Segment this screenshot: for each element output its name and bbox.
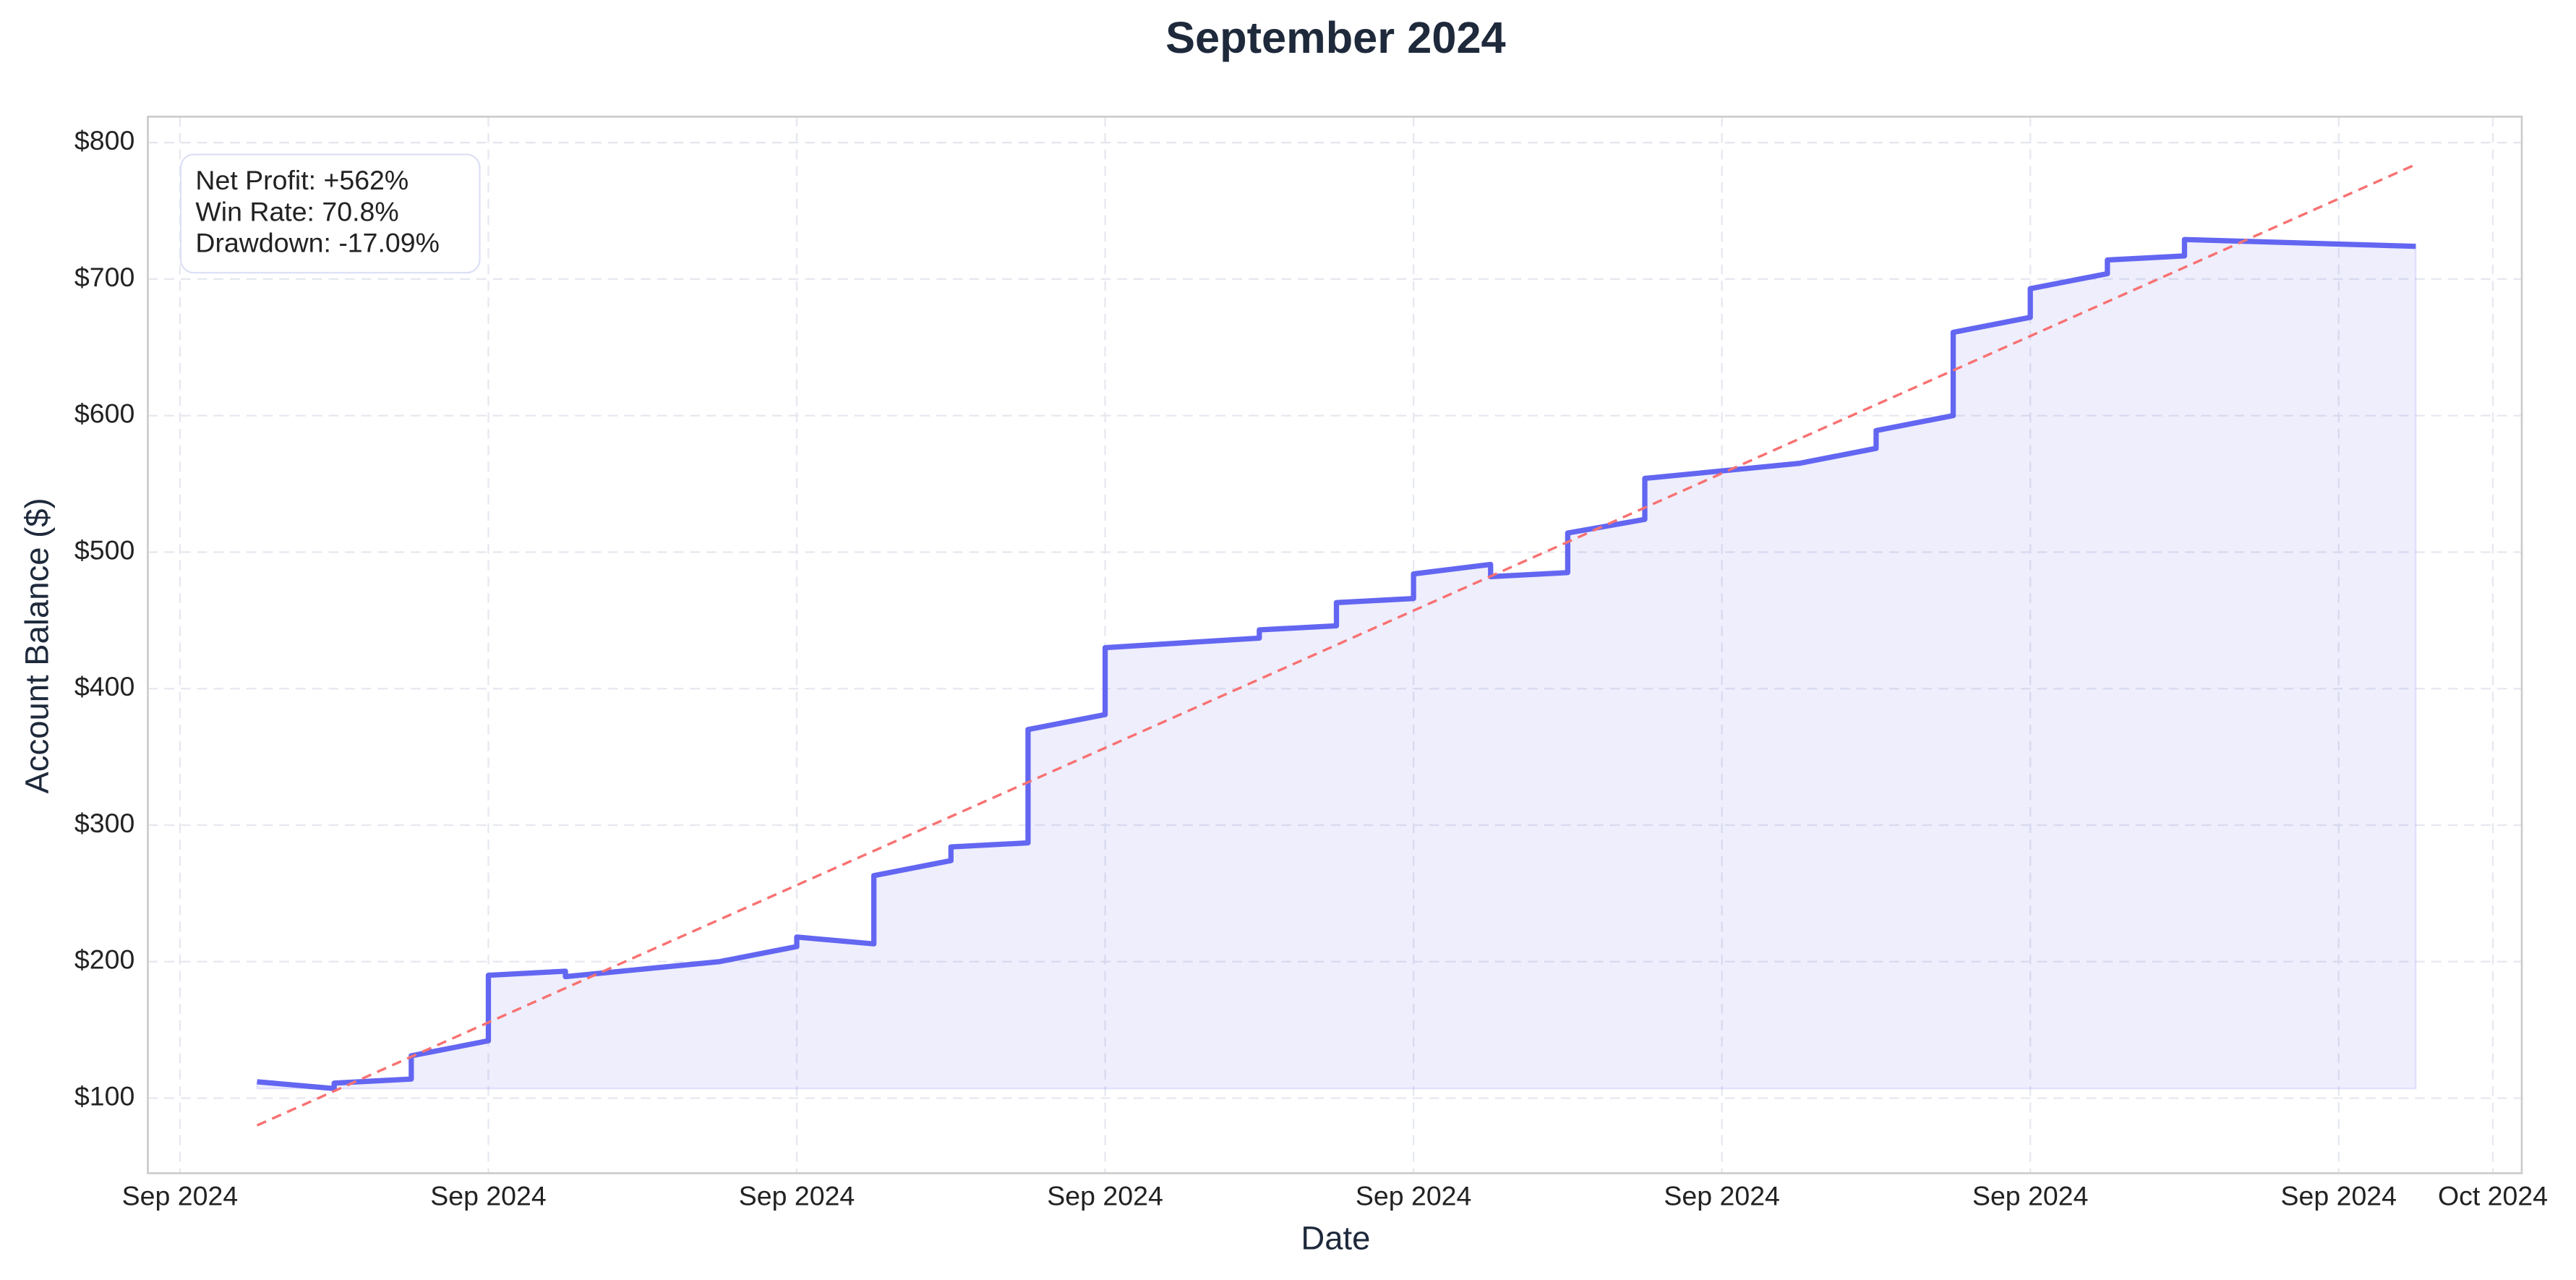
x-tick-label: Oct 2024 — [2438, 1180, 2548, 1211]
plot-area — [256, 163, 2417, 1127]
x-tick-label: Sep 2024 — [122, 1180, 239, 1211]
chart-title: September 2024 — [1165, 13, 1506, 63]
x-tick-label: Sep 2024 — [430, 1180, 547, 1211]
grid — [147, 116, 2522, 1174]
stat-win-rate: Win Rate: 70.8% — [195, 196, 398, 226]
stat-drawdown: Drawdown: -17.09% — [195, 227, 440, 257]
y-axis-label: Account Balance ($) — [19, 498, 56, 793]
y-tick-label: $600 — [74, 398, 134, 429]
x-axis-label: Date — [1301, 1219, 1370, 1256]
stats-box — [179, 153, 481, 274]
y-tick-label: $500 — [74, 534, 134, 565]
x-tick-label: Sep 2024 — [1047, 1180, 1163, 1211]
y-tick-label: $200 — [74, 944, 134, 975]
plot-frame — [147, 115, 2523, 1174]
y-tick-label: $100 — [74, 1080, 134, 1111]
x-tick-label: Sep 2024 — [2280, 1180, 2397, 1211]
stat-net-profit: Net Profit: +562% — [195, 165, 408, 195]
x-tick-label: Sep 2024 — [1356, 1180, 1472, 1211]
y-tick-label: $700 — [74, 262, 134, 292]
y-tick-label: $300 — [74, 808, 134, 838]
x-tick-label: Sep 2024 — [1664, 1180, 1780, 1211]
y-tick-label: $800 — [74, 125, 134, 155]
x-tick-label: Sep 2024 — [739, 1180, 855, 1211]
y-tick-label: $400 — [74, 671, 134, 701]
balance-line — [257, 236, 2416, 1091]
x-tick-label: Sep 2024 — [1972, 1180, 2089, 1211]
